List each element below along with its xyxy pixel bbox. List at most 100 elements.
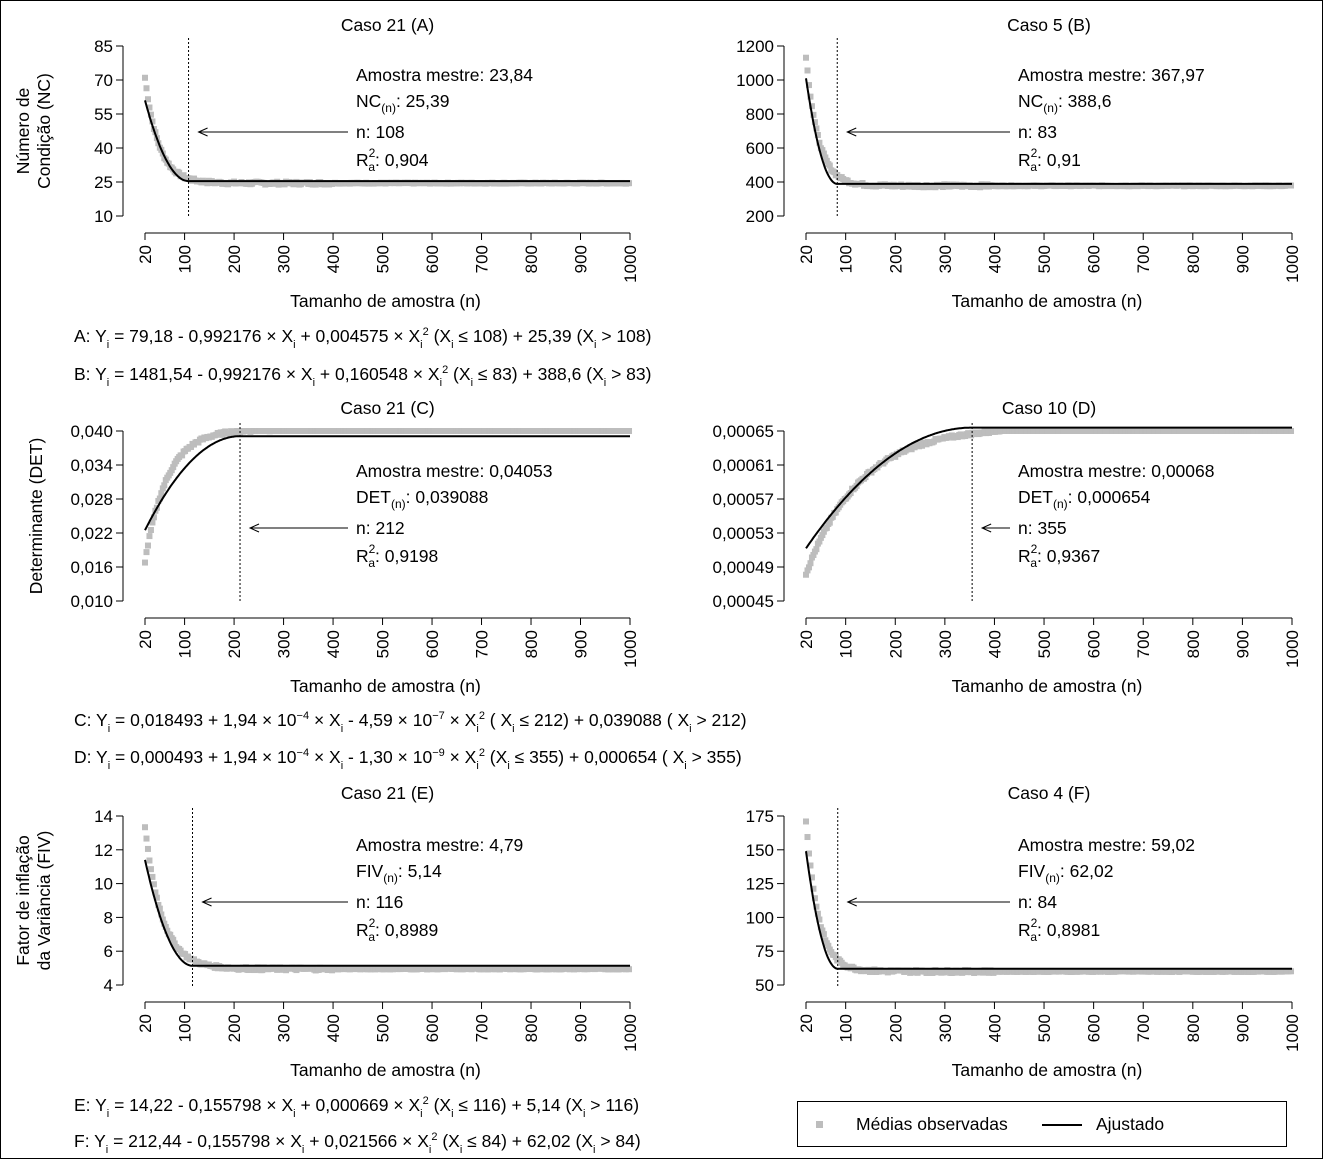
observed-point: [626, 966, 633, 973]
x-tick-label: 500: [1035, 630, 1054, 658]
observed-point: [143, 549, 150, 556]
observed-point: [807, 560, 814, 567]
observed-point: [150, 514, 157, 521]
annotation-r2: R2 a: 0,904: [356, 146, 429, 174]
equation-e-part: 2: [422, 1095, 429, 1108]
observed-point: [170, 936, 177, 943]
annotation-stat: FIV(n): 5,14: [356, 861, 442, 885]
x-tick-label: 1000: [1283, 630, 1302, 668]
y-tick-label: 0,010: [70, 592, 113, 611]
x-tick-label: 300: [275, 630, 294, 658]
observed-point: [825, 942, 832, 949]
legend-observed-marker: [816, 1121, 823, 1128]
x-tick-label: 400: [985, 630, 1004, 658]
observed-point: [816, 538, 823, 545]
annotation-arrowhead: [201, 897, 212, 907]
equation-b-part: ≤ 83) + 388,6 (X: [473, 364, 604, 384]
x-tick-label: 100: [176, 1014, 195, 1042]
y-tick-label: 0,034: [70, 456, 113, 475]
x-tick-label: 600: [1085, 245, 1104, 273]
equation-c-part: - 4,59 × 10: [343, 710, 433, 730]
annotation-r2-sup: 2: [1031, 916, 1038, 930]
annotation-stat-sub: (n): [1053, 497, 1068, 511]
annotation-stat-name: NC: [1018, 91, 1043, 111]
equation-c-part: × X: [444, 710, 477, 730]
equation-e-part: > 116): [585, 1095, 640, 1115]
observed-point: [626, 428, 633, 434]
annotation-r2: R2 a: 0,8981: [1018, 916, 1100, 944]
equation-b: B: Yi = 1481,54 - 0,992176 × Xi + 0,1605…: [74, 364, 651, 389]
x-tick-label: 1000: [621, 1014, 640, 1052]
x-tick-label: 600: [423, 245, 442, 273]
observed-point: [155, 901, 162, 908]
x-tick-label: 700: [1134, 1014, 1153, 1042]
equation-d-part: i: [107, 759, 111, 772]
annotation-r2-sub: a: [1030, 160, 1037, 174]
equation-e-part: ≤ 116) + 5,14 (X: [453, 1095, 583, 1115]
observed-point: [810, 885, 817, 892]
x-tick-label: 700: [1134, 630, 1153, 658]
x-tick-label: 800: [1184, 245, 1203, 273]
equation-b-part: 2: [442, 364, 449, 377]
fitted-line: [144, 100, 630, 183]
equation-c-part: −4: [296, 710, 310, 723]
equation-a-part: = 79,18 - 0,992176 × X: [109, 326, 294, 346]
equation-a-part: i: [106, 338, 110, 351]
equation-b-part: = 1481,54 - 0,992176 × X: [109, 364, 313, 384]
equation-f-part: i: [428, 1143, 432, 1156]
observed-point: [819, 147, 826, 154]
chart-b: Caso 5 (B) 1200 1000 800 600 400 200 20 100 200 30…: [736, 15, 1302, 311]
observed-point: [168, 467, 175, 474]
x-tick-label: 400: [985, 245, 1004, 273]
x-tick-label: 900: [572, 1014, 591, 1042]
fitted-line: [805, 426, 1292, 549]
observed-point: [159, 916, 166, 923]
equation-f-part: + 0,021566 × X: [304, 1131, 429, 1151]
y-tick-label: 100: [746, 908, 774, 927]
y-tick-label: 0,00061: [713, 456, 774, 475]
observed-point: [170, 464, 177, 471]
y-tick-label: 200: [746, 207, 774, 226]
x-tick-label: 600: [423, 630, 442, 658]
annotation-r2-sup: 2: [369, 146, 376, 160]
fitted-line: [144, 859, 630, 967]
equation-c: C: Yi = 0,018493 + 1,94 × 10−4 × Xi - 4,…: [74, 710, 747, 735]
y-tick-label: 85: [94, 37, 113, 56]
y-tick-label: 175: [746, 807, 774, 826]
annotation-master: Amostra mestre: 23,84: [356, 65, 533, 85]
annotation-r2-sup: 2: [1031, 146, 1038, 160]
observed-point: [805, 564, 812, 571]
x-tick-label: 100: [837, 245, 856, 273]
equation-d-part: i: [684, 759, 687, 772]
annotation-r2-name: R: [1018, 150, 1031, 170]
equation-c-part: i: [689, 722, 692, 735]
observed-point: [813, 546, 820, 553]
observed-point: [161, 482, 168, 489]
y-tick-label: 0,00045: [713, 592, 774, 611]
x-tick-label: 1000: [1283, 245, 1302, 283]
annotation-r2-value: : 0,904: [375, 150, 429, 170]
equation-a-part: i: [420, 338, 423, 351]
x-tick-label: 100: [837, 1014, 856, 1042]
annotation-stat-name: FIV: [356, 861, 384, 881]
y-tick-label: 800: [746, 105, 774, 124]
annotation-n: n: 83: [1018, 122, 1057, 142]
equation-f-part: i: [105, 1143, 109, 1156]
observed-point: [159, 485, 166, 492]
equation-c-part: > 212): [691, 710, 747, 730]
equation-a-part: ≤ 108) + 25,39 (X: [453, 326, 594, 346]
equation-f-part: (X: [437, 1131, 460, 1151]
equation-e-part: (X: [428, 1095, 452, 1115]
y-tick-label: 55: [94, 105, 113, 124]
observed-point: [158, 911, 165, 918]
y-axis-label: Determinante (DET): [26, 438, 46, 595]
y-axis-label: da Variância (FIV): [34, 831, 54, 971]
observed-point: [149, 873, 156, 880]
x-tick-label: 20: [797, 1014, 816, 1033]
annotation-r2-value: : 0,9367: [1037, 546, 1100, 566]
equation-a-part: 2: [422, 326, 429, 339]
observed-point: [146, 104, 153, 111]
equation-b-part: i: [106, 376, 110, 389]
x-tick-label: 200: [225, 245, 244, 273]
equation-d-part: −9: [432, 747, 445, 760]
